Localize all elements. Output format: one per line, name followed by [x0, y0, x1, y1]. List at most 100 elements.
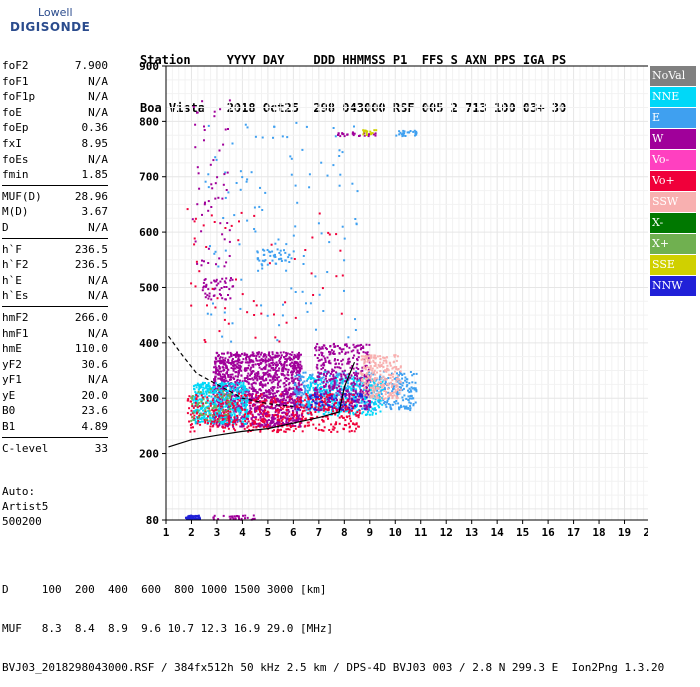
- echo-point: [291, 422, 294, 425]
- echo-point: [247, 389, 250, 392]
- echo-point: [218, 293, 221, 296]
- echo-point: [357, 401, 360, 404]
- echo-point: [264, 354, 267, 356]
- echo-point: [254, 230, 257, 233]
- echo-point: [241, 418, 244, 421]
- param-name: yE: [2, 388, 16, 402]
- echo-point: [268, 374, 271, 377]
- echo-point: [317, 405, 320, 408]
- param-row: fxI 8.95: [2, 136, 108, 152]
- echo-point: [260, 404, 263, 407]
- echo-point: [405, 385, 408, 388]
- echo-point: [246, 403, 248, 406]
- echo-point: [297, 382, 300, 385]
- echo-point: [316, 357, 319, 359]
- echo-point: [234, 429, 237, 432]
- echo-point: [203, 411, 206, 414]
- echo-point: [289, 424, 292, 427]
- echo-point: [351, 407, 354, 410]
- echo-point: [204, 382, 206, 384]
- echo-point: [405, 407, 408, 410]
- echo-point: [210, 420, 213, 423]
- echo-point: [265, 360, 268, 363]
- echo-point: [398, 386, 401, 389]
- echo-point: [238, 383, 241, 386]
- echo-point: [239, 381, 242, 384]
- echo-point: [318, 359, 321, 362]
- echo-point: [284, 430, 287, 433]
- echo-point: [254, 410, 257, 413]
- echo-point: [306, 310, 309, 313]
- echo-point: [249, 368, 252, 371]
- echo-point: [232, 369, 235, 372]
- echo-point: [290, 365, 292, 368]
- echo-point: [319, 393, 322, 396]
- echo-point: [297, 408, 300, 411]
- echo-point: [258, 359, 261, 362]
- echo-point: [326, 372, 328, 375]
- echo-point: [356, 394, 359, 397]
- echo-point: [345, 343, 348, 346]
- echo-point: [326, 401, 329, 403]
- echo-point: [206, 422, 209, 425]
- echo-point: [343, 259, 346, 262]
- echo-point: [379, 410, 382, 413]
- echo-point: [201, 393, 204, 396]
- echo-point: [257, 351, 260, 354]
- echo-point: [297, 417, 300, 420]
- echo-point: [390, 386, 393, 388]
- echo-point: [226, 389, 229, 392]
- echo-point: [255, 394, 258, 397]
- echo-point: [321, 352, 324, 355]
- echo-point: [208, 385, 211, 388]
- echo-point: [247, 381, 250, 384]
- echo-point: [358, 398, 361, 401]
- echo-point: [364, 355, 367, 358]
- echo-point: [254, 403, 257, 406]
- echo-point: [267, 358, 270, 361]
- echo-point: [254, 336, 257, 339]
- echo-point: [215, 395, 218, 398]
- echo-point: [222, 416, 225, 419]
- echo-point: [318, 349, 321, 352]
- echo-point: [320, 232, 323, 235]
- echo-point: [248, 394, 251, 397]
- echo-point: [218, 420, 221, 423]
- echo-point: [277, 404, 280, 407]
- echo-point: [267, 354, 270, 356]
- echo-point: [321, 404, 324, 406]
- echo-point: [288, 398, 291, 401]
- echo-point: [217, 282, 220, 285]
- param-value: N/A: [88, 373, 108, 387]
- echo-point: [211, 421, 214, 424]
- echo-point: [201, 381, 204, 384]
- echo-point: [245, 417, 248, 420]
- echo-point: [291, 399, 294, 402]
- echo-point: [374, 409, 377, 411]
- echo-point: [230, 395, 233, 398]
- echo-point: [254, 418, 257, 421]
- echo-point: [391, 383, 394, 386]
- echo-point: [225, 409, 228, 412]
- echo-point: [401, 377, 404, 380]
- echo-point: [214, 365, 217, 368]
- echo-point: [295, 387, 298, 390]
- echo-point: [298, 398, 301, 401]
- echo-point: [208, 391, 211, 394]
- echo-point: [268, 414, 271, 417]
- echo-point: [246, 126, 249, 129]
- echo-point: [244, 403, 247, 406]
- echo-point: [226, 413, 229, 416]
- echo-point: [228, 416, 230, 419]
- echo-point: [278, 421, 281, 424]
- echo-point: [335, 386, 338, 389]
- echo-point: [270, 357, 273, 360]
- echo-point: [266, 415, 268, 418]
- echo-point: [286, 402, 289, 404]
- echo-point: [305, 403, 308, 406]
- param-value: 28.96: [74, 189, 108, 203]
- echo-point: [217, 355, 219, 358]
- echo-point: [240, 374, 243, 377]
- echo-point: [347, 382, 350, 385]
- echo-point: [214, 378, 217, 381]
